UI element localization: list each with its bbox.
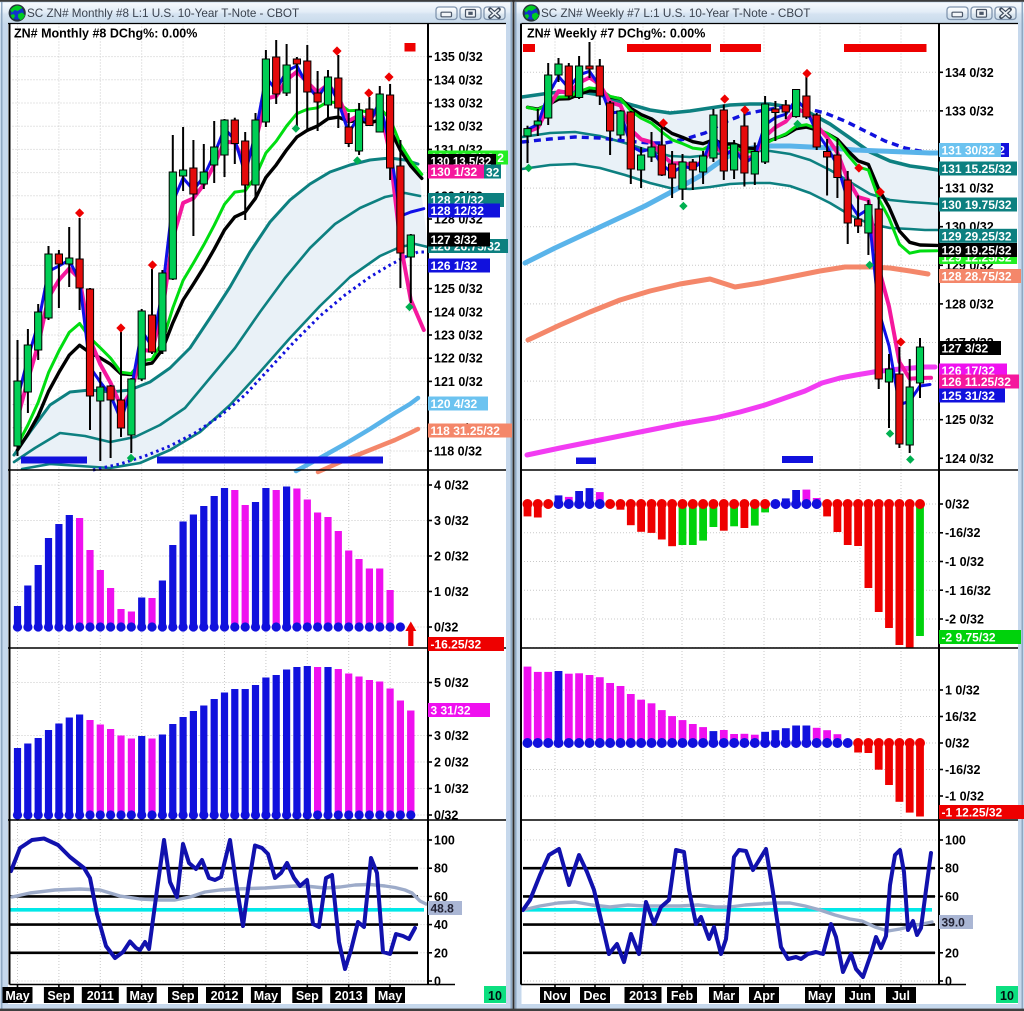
svg-text:127 3/32: 127 3/32 [942,342,989,356]
svg-text:Apr: Apr [753,989,775,1003]
svg-text:80: 80 [434,862,448,876]
svg-text:60: 60 [434,890,448,904]
svg-text:80: 80 [945,862,959,876]
svg-text:118 0/32: 118 0/32 [434,445,482,459]
svg-text:127 3/32: 127 3/32 [431,233,478,247]
svg-text:1 0/32: 1 0/32 [945,684,980,698]
svg-text:128 12/32: 128 12/32 [431,204,485,218]
svg-text:134 0/32: 134 0/32 [434,73,483,87]
svg-text:May: May [378,989,402,1003]
svg-text:122 0/32: 122 0/32 [434,352,483,366]
svg-text:131 30/32: 131 30/32 [942,144,996,158]
svg-text:16/32: 16/32 [945,710,976,724]
svg-text:3 0/32: 3 0/32 [434,514,469,528]
svg-text:ZN# Weekly #7 DChg%: 0.00%: ZN# Weekly #7 DChg%: 0.00% [527,27,705,41]
svg-text:-1 12.25/32: -1 12.25/32 [942,806,1003,820]
svg-text:0/32: 0/32 [945,498,969,512]
svg-text:0: 0 [434,975,441,989]
svg-text:134 0/32: 134 0/32 [945,66,994,80]
svg-text:2012: 2012 [211,989,239,1003]
svg-text:Dec: Dec [584,989,607,1003]
svg-text:118 31.25/32: 118 31.25/32 [431,424,501,438]
svg-text:2013: 2013 [629,989,657,1003]
svg-text:100: 100 [945,834,966,848]
svg-text:3 31/32: 3 31/32 [431,704,471,718]
svg-text:Sep: Sep [47,989,70,1003]
svg-text:-2 0/32: -2 0/32 [945,613,984,627]
svg-text:Mar: Mar [713,989,735,1003]
svg-text:SC ZN# Weekly #7 L:1 U.S.: SC ZN# Weekly #7 L:1 U.S. 10-Year T-Note… [541,7,810,20]
svg-text:40: 40 [434,918,448,932]
svg-text:May: May [130,989,154,1003]
svg-text:133 0/32: 133 0/32 [945,104,994,118]
svg-text:ZN# Monthly #8 DChg%: 0.00%: ZN# Monthly #8 DChg%: 0.00% [14,27,197,41]
svg-text:100: 100 [434,834,455,848]
svg-text:-2 9.75/32: -2 9.75/32 [942,631,996,645]
svg-text:Sep: Sep [296,989,319,1003]
svg-text:5 0/32: 5 0/32 [434,676,469,690]
svg-text:129 29.25/32: 129 29.25/32 [942,229,1012,243]
svg-text:133 0/32: 133 0/32 [434,97,483,111]
svg-text:126 1/32: 126 1/32 [431,259,478,273]
svg-text:Jun: Jun [849,989,871,1003]
svg-text:20: 20 [434,946,448,960]
svg-text:135 0/32: 135 0/32 [434,50,483,64]
svg-text:0/32: 0/32 [434,809,458,823]
svg-text:125 0/32: 125 0/32 [945,413,994,427]
svg-text:120 4/32: 120 4/32 [431,397,478,411]
svg-text:-16.25/32: -16.25/32 [431,638,482,652]
svg-text:128 0/32: 128 0/32 [945,297,994,311]
svg-text:0/32: 0/32 [434,621,458,635]
svg-text:Sep: Sep [172,989,195,1003]
svg-text:Jul: Jul [892,989,910,1003]
svg-text:121 0/32: 121 0/32 [434,375,483,389]
svg-text:123 0/32: 123 0/32 [434,329,483,343]
svg-text:32: 32 [486,166,500,180]
svg-text:-1 0/32: -1 0/32 [945,555,984,569]
svg-text:Nov: Nov [543,989,567,1003]
svg-text:131 15.25/32: 131 15.25/32 [942,162,1012,176]
svg-text:129 19.25/32: 129 19.25/32 [942,244,1012,258]
svg-text:39.0: 39.0 [942,916,966,930]
svg-text:4 0/32: 4 0/32 [434,479,469,493]
svg-text:3 0/32: 3 0/32 [434,729,469,743]
svg-text:2011: 2011 [87,989,114,1003]
svg-text:2 0/32: 2 0/32 [434,550,469,564]
svg-text:-1 0/32: -1 0/32 [945,790,984,804]
svg-text:130 19.75/32: 130 19.75/32 [942,198,1012,212]
svg-text:0/32: 0/32 [945,737,969,751]
svg-text:126 11.25/32: 126 11.25/32 [942,375,1012,389]
svg-text:2013: 2013 [335,989,363,1003]
svg-text:60: 60 [945,890,959,904]
svg-text:20: 20 [945,946,959,960]
svg-text:10: 10 [1000,989,1014,1003]
svg-text:Feb: Feb [671,989,694,1003]
svg-text:SC ZN# Monthly #8 L:1 U.S.: SC ZN# Monthly #8 L:1 U.S. 10-Year T-Not… [27,7,299,20]
svg-text:124 0/32: 124 0/32 [434,305,483,319]
svg-text:128 28.75/32: 128 28.75/32 [942,270,1012,284]
svg-text:131 0/32: 131 0/32 [945,182,994,196]
svg-text:May: May [808,989,832,1003]
svg-text:-16/32: -16/32 [945,763,980,777]
svg-text:48.8: 48.8 [431,902,455,916]
svg-text:132 0/32: 132 0/32 [434,120,483,134]
svg-text:-16/32: -16/32 [945,526,980,540]
svg-text:May: May [254,989,278,1003]
svg-text:124 0/32: 124 0/32 [945,452,994,466]
svg-text:1 0/32: 1 0/32 [434,782,469,796]
svg-text:130 1/32: 130 1/32 [431,165,478,179]
svg-text:125 31/32: 125 31/32 [942,389,996,403]
svg-text:125 0/32: 125 0/32 [434,282,483,296]
svg-text:2 0/32: 2 0/32 [434,756,469,770]
svg-text:1 0/32: 1 0/32 [434,585,469,599]
svg-text:10: 10 [488,989,502,1003]
svg-text:May: May [5,989,29,1003]
svg-text:0: 0 [945,975,952,989]
svg-text:-1 16/32: -1 16/32 [945,584,991,598]
